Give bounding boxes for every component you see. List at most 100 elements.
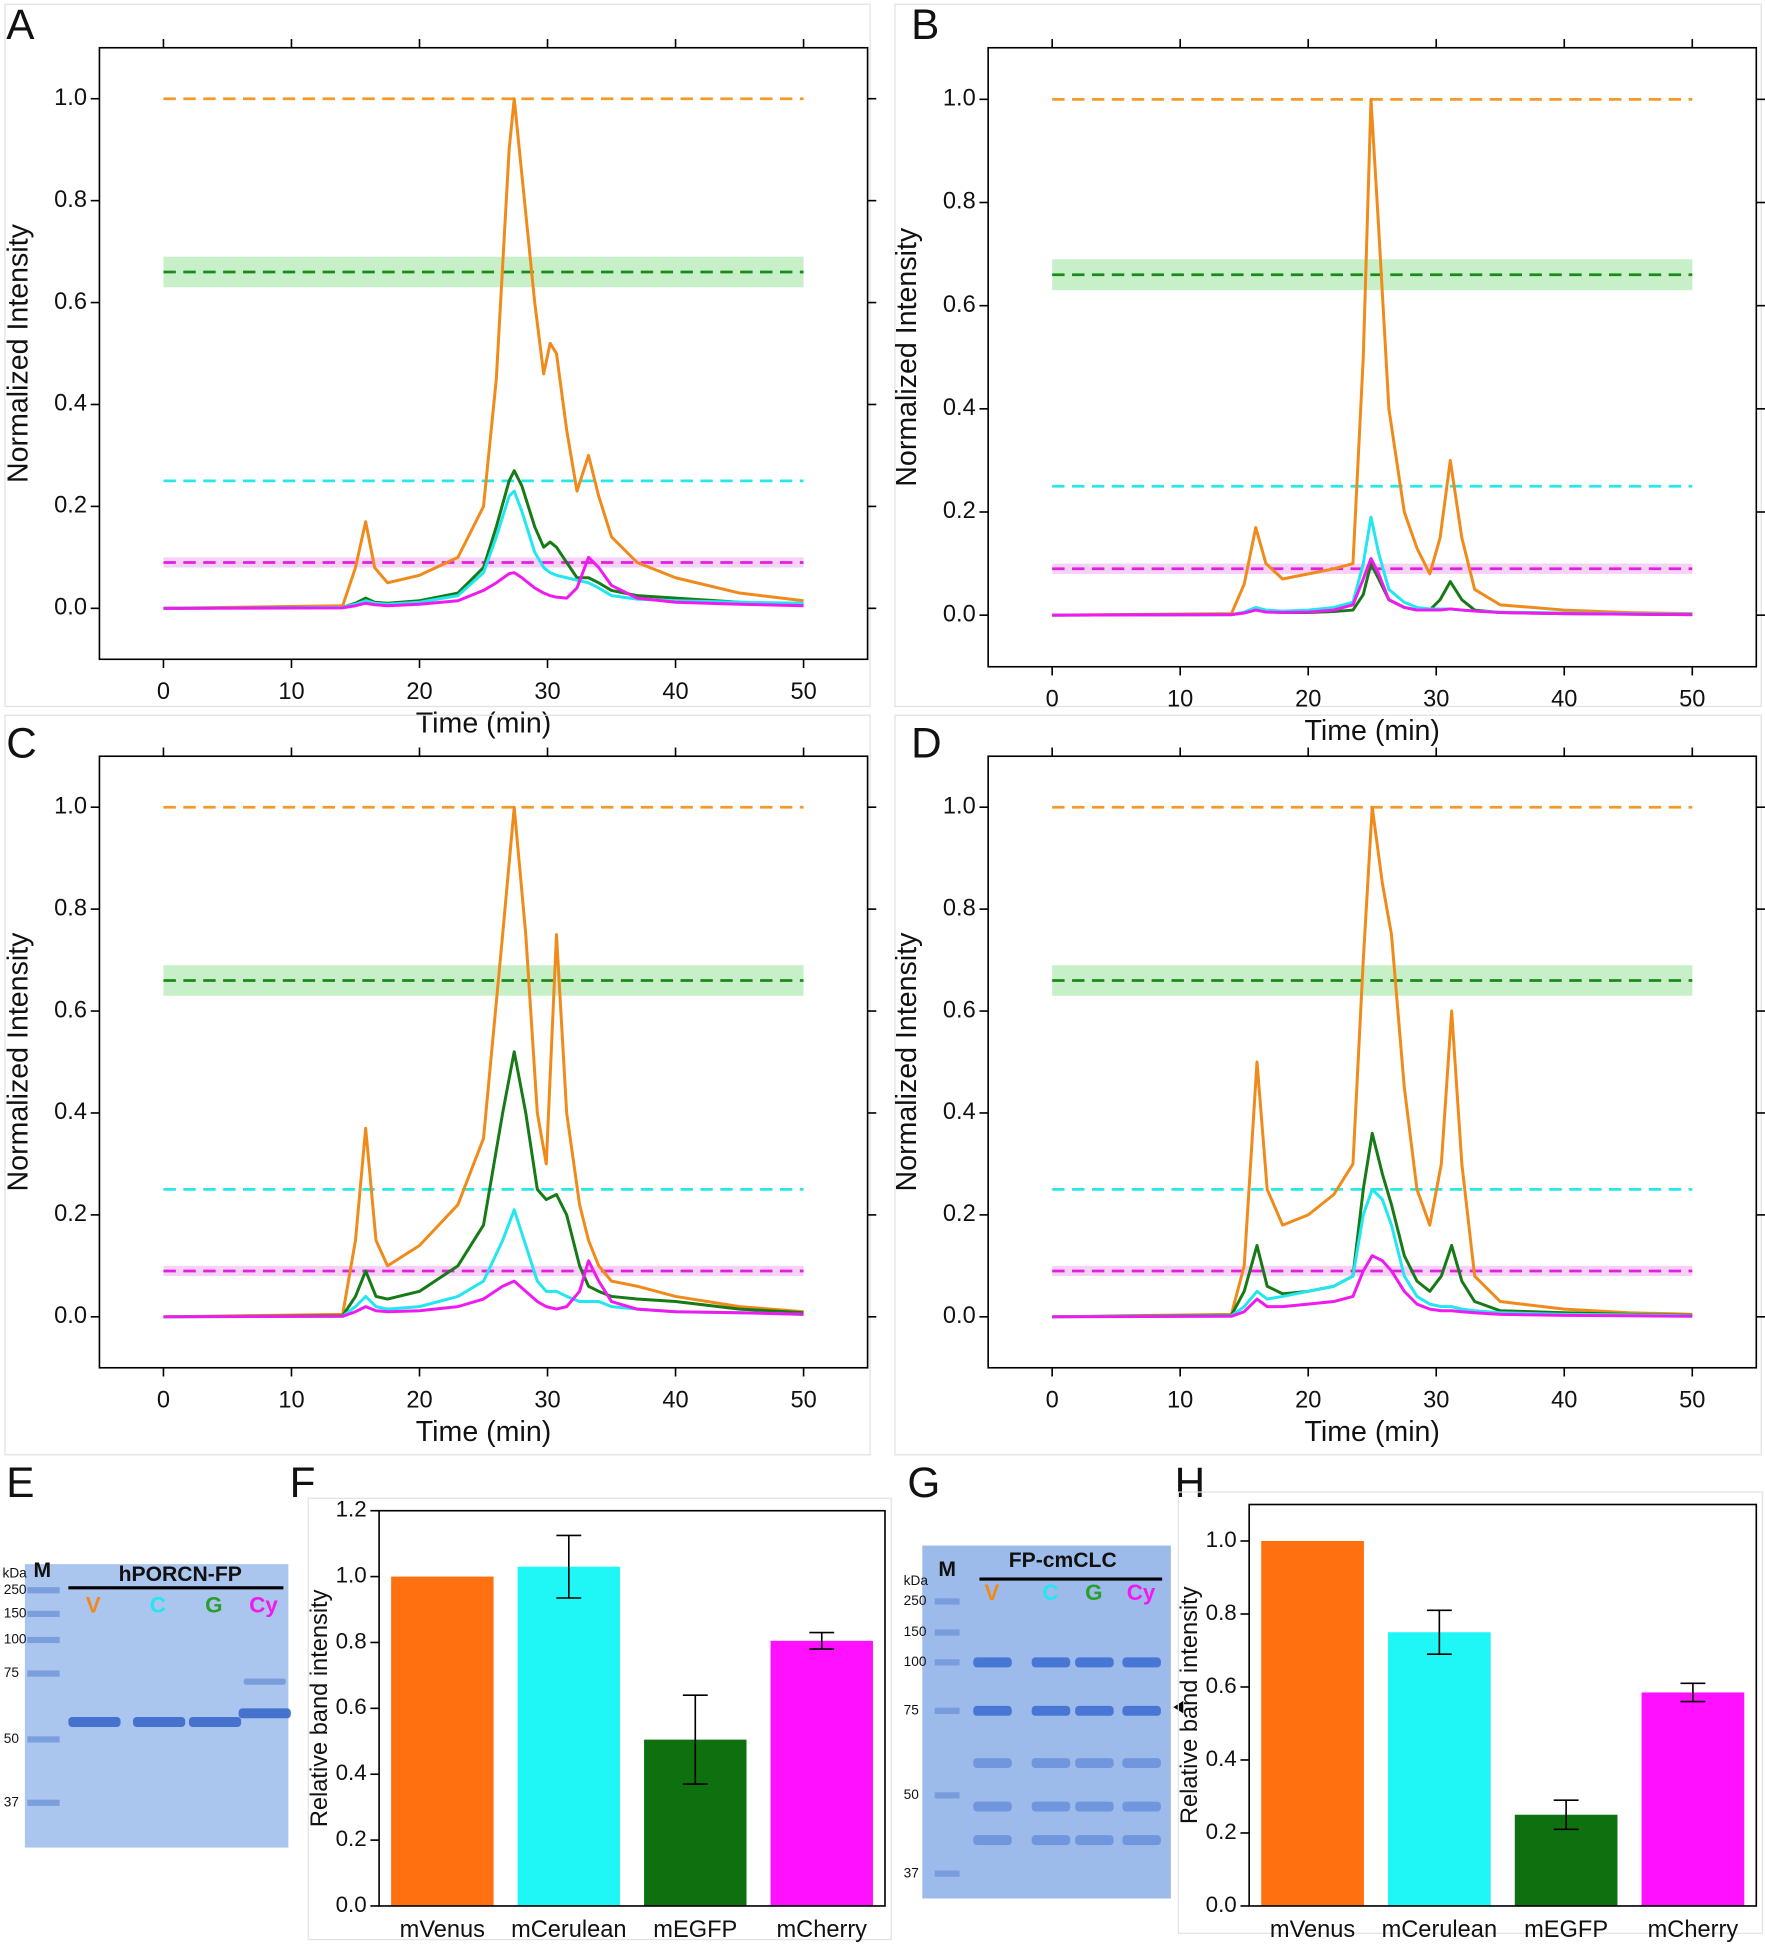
marker-band bbox=[27, 1799, 60, 1806]
x-tick-label: 50 bbox=[790, 1388, 816, 1414]
protein-band bbox=[1075, 1801, 1114, 1812]
marker-size: 100 bbox=[4, 1632, 27, 1647]
y-tick-label: 1.0 bbox=[943, 793, 976, 819]
protein-band bbox=[973, 1835, 1012, 1846]
marker-size: 150 bbox=[904, 1624, 927, 1639]
protein-band bbox=[1122, 1801, 1161, 1812]
x-tick-label: 50 bbox=[1679, 1388, 1705, 1414]
bar bbox=[1641, 1692, 1745, 1906]
unit-label: kDa bbox=[2, 1566, 27, 1581]
y-tick-label: 0.6 bbox=[54, 997, 87, 1023]
marker-band bbox=[27, 1736, 60, 1743]
data-line bbox=[1052, 556, 1693, 617]
panel-letter: C bbox=[6, 719, 37, 766]
y-tick-label: 0.0 bbox=[54, 1303, 87, 1329]
error-bar bbox=[682, 1694, 708, 1785]
marker-band bbox=[934, 1659, 960, 1666]
y-tick-label: 0.2 bbox=[54, 493, 87, 519]
protein-band bbox=[1031, 1705, 1071, 1716]
y-axis-label: Relative band intensity bbox=[307, 1589, 333, 1827]
data-line bbox=[1052, 1254, 1693, 1319]
y-tick-label: 0.8 bbox=[943, 895, 976, 921]
x-tick-label: mCherry bbox=[776, 1917, 867, 1943]
x-tick-label: 30 bbox=[1423, 1388, 1449, 1414]
y-tick-label: 1.0 bbox=[1206, 1527, 1237, 1552]
x-tick-label: 40 bbox=[662, 1388, 688, 1414]
x-tick-label: 40 bbox=[1551, 1388, 1577, 1414]
protein-band bbox=[68, 1717, 121, 1727]
panel-letter: F bbox=[290, 1459, 316, 1506]
y-tick-label: 0.6 bbox=[943, 997, 976, 1023]
y-tick-label: 1.0 bbox=[943, 86, 976, 112]
data-line bbox=[1052, 1131, 1693, 1319]
y-tick-label: 0.0 bbox=[943, 1303, 976, 1329]
panel-frame bbox=[4, 714, 871, 1456]
error-bar bbox=[1680, 1682, 1706, 1703]
y-tick-label: 0.4 bbox=[943, 395, 976, 421]
plot-frame bbox=[98, 755, 869, 1369]
data-line bbox=[163, 1259, 804, 1319]
marker-size: 150 bbox=[4, 1605, 27, 1620]
x-tick-label: 30 bbox=[534, 679, 560, 705]
y-tick-label: 0.2 bbox=[54, 1201, 87, 1227]
marker-size: 50 bbox=[4, 1731, 20, 1746]
lane-label: V bbox=[86, 1592, 101, 1617]
plot bbox=[163, 97, 804, 610]
protein-band bbox=[973, 1801, 1012, 1812]
y-tick-label: 0.2 bbox=[943, 1201, 976, 1227]
plot-frame bbox=[98, 46, 869, 661]
x-axis-label: Time (min) bbox=[1304, 715, 1439, 747]
marker-size: 250 bbox=[4, 1582, 27, 1597]
y-tick-label: 0.8 bbox=[336, 1628, 367, 1653]
x-tick-label: 30 bbox=[534, 1388, 560, 1414]
marker-band bbox=[27, 1670, 60, 1677]
marker-band bbox=[934, 1598, 960, 1605]
y-tick-label: 0.4 bbox=[54, 1099, 87, 1125]
panel-frame bbox=[894, 3, 1762, 708]
data-line bbox=[1052, 805, 1693, 1319]
data-line bbox=[163, 469, 804, 610]
y-tick-label: 0.0 bbox=[943, 601, 976, 627]
lane-label: C bbox=[1042, 1580, 1058, 1605]
y-tick-label: 1.0 bbox=[54, 85, 87, 111]
protein-band bbox=[238, 1708, 291, 1719]
protein-band bbox=[973, 1657, 1012, 1668]
protein-band bbox=[1031, 1657, 1071, 1668]
x-tick-label: 10 bbox=[278, 679, 304, 705]
lane-label: Cy bbox=[1127, 1580, 1156, 1605]
panel-letter: E bbox=[6, 1459, 34, 1506]
x-tick-label: 10 bbox=[278, 1388, 304, 1414]
x-tick-label: 20 bbox=[406, 679, 432, 705]
marker-band bbox=[934, 1707, 960, 1714]
x-tick-label: 20 bbox=[1295, 687, 1321, 713]
protein-band bbox=[1122, 1657, 1161, 1668]
marker-size: 75 bbox=[4, 1665, 20, 1680]
protein-band bbox=[1075, 1705, 1114, 1716]
data-line bbox=[163, 805, 804, 1319]
data-line bbox=[163, 1208, 804, 1319]
y-tick-label: 0.6 bbox=[943, 292, 976, 318]
error-bar bbox=[1553, 1799, 1579, 1831]
bar bbox=[391, 1576, 494, 1906]
x-tick-label: mEGFP bbox=[653, 1917, 737, 1943]
protein-band bbox=[1122, 1758, 1161, 1769]
plot bbox=[1052, 97, 1693, 617]
marker-size: 50 bbox=[904, 1787, 920, 1802]
y-axis-label: Normalized Intensity bbox=[891, 932, 923, 1192]
data-line bbox=[1052, 97, 1693, 617]
lane-label: Cy bbox=[249, 1592, 278, 1617]
protein-band bbox=[1075, 1758, 1114, 1769]
x-axis-label: Time (min) bbox=[416, 708, 551, 740]
data-line bbox=[163, 97, 804, 610]
y-tick-label: 0.6 bbox=[1206, 1673, 1237, 1698]
panel-letter: D bbox=[911, 719, 942, 766]
bar bbox=[1261, 1540, 1364, 1906]
marker-band bbox=[934, 1792, 960, 1799]
y-tick-label: 0.4 bbox=[943, 1099, 976, 1125]
plot-frame bbox=[987, 46, 1758, 668]
y-tick-label: 1.0 bbox=[336, 1562, 367, 1587]
protein-band bbox=[243, 1678, 286, 1685]
marker-band bbox=[27, 1587, 60, 1594]
y-tick-label: 0.8 bbox=[54, 895, 87, 921]
